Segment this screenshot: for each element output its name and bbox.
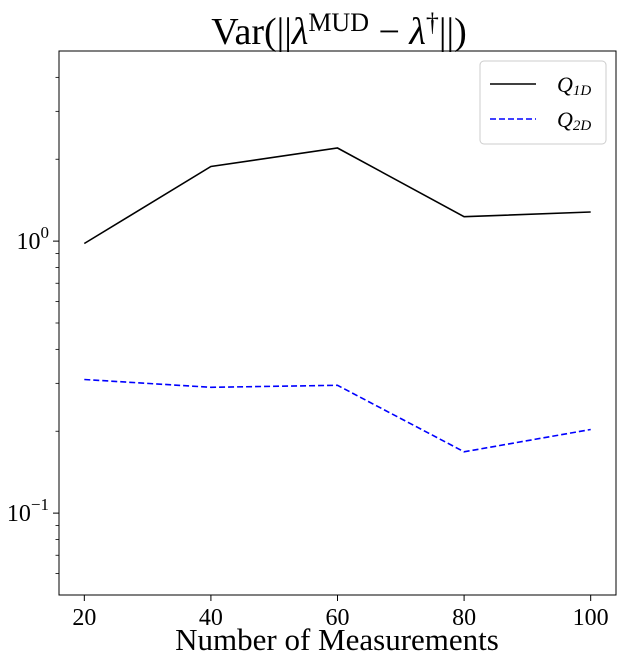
x-tick-label: 100 <box>573 605 609 631</box>
legend-box <box>479 60 607 145</box>
series-line-1 <box>83 147 591 245</box>
x-axis-label: Number of Measurements <box>175 622 499 657</box>
legend-label-q1d: Q1D <box>557 72 591 99</box>
legend: Q1D Q2D <box>479 60 607 145</box>
plot-frame <box>58 50 617 596</box>
x-tick-label: 60 <box>326 605 350 631</box>
x-tick-label: 20 <box>72 605 96 631</box>
x-tick-label: 80 <box>452 605 476 631</box>
y-tick-label: 100 <box>17 223 50 255</box>
series-layer <box>83 147 591 453</box>
chart-title: Var(||λMUD − λ†||) <box>211 8 467 53</box>
x-tick-label: 40 <box>199 605 223 631</box>
legend-label-q2d: Q2D <box>557 107 591 134</box>
y-tick-label: 10−1 <box>7 495 49 527</box>
ticks-layer: 20 40 60 80 100 10−1 100 <box>7 76 609 631</box>
series-line-2 <box>84 378 591 453</box>
